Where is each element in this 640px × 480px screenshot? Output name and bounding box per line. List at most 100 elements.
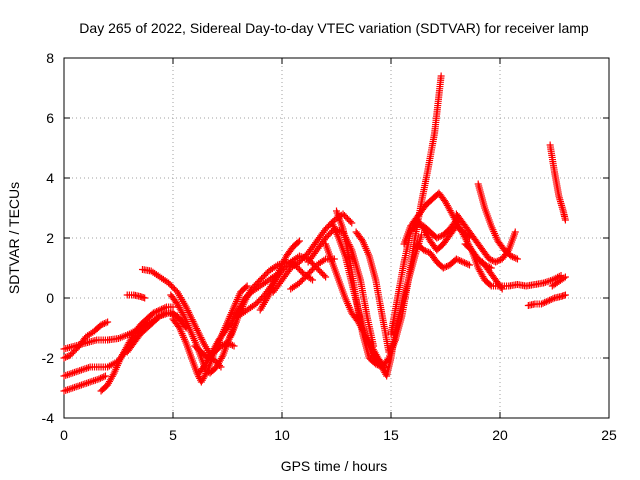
- data-point: [459, 258, 467, 266]
- data-point: [158, 311, 166, 319]
- data-point: [434, 233, 442, 241]
- data-point: [456, 257, 464, 264]
- data-point: [487, 256, 495, 264]
- x-tick-label: 0: [60, 427, 68, 443]
- data-point: [218, 353, 226, 361]
- data-point: [97, 321, 105, 329]
- data-point: [561, 273, 569, 281]
- data-point: [433, 234, 441, 242]
- x-tick-label: 5: [169, 427, 177, 443]
- data-series: [546, 141, 569, 224]
- data-series: [474, 180, 521, 263]
- x-tick-label: 15: [383, 427, 399, 443]
- data-point: [179, 310, 187, 318]
- data-point: [495, 257, 503, 264]
- data-point: [230, 342, 238, 350]
- data-point: [101, 372, 109, 380]
- data-series: [256, 237, 303, 314]
- y-tick-label: 0: [46, 290, 54, 306]
- data-marks: [60, 72, 569, 395]
- data-point: [149, 309, 157, 317]
- data-point: [464, 260, 472, 268]
- data-point: [485, 255, 493, 263]
- data-point: [465, 261, 473, 269]
- data-series: [269, 210, 356, 296]
- data-point: [322, 273, 330, 281]
- data-point: [153, 308, 161, 315]
- data-point: [544, 297, 552, 305]
- data-series: [60, 372, 109, 395]
- data-point: [539, 299, 547, 307]
- data-point: [418, 231, 426, 239]
- data-series: [138, 266, 225, 371]
- data-point: [141, 294, 149, 302]
- data-point: [546, 296, 554, 304]
- data-point: [161, 304, 169, 312]
- data-point: [159, 305, 167, 312]
- data-point: [512, 254, 520, 262]
- data-point: [561, 291, 569, 299]
- data-point: [510, 254, 518, 261]
- data-point: [227, 332, 235, 340]
- data-point: [98, 374, 106, 381]
- data-point: [547, 296, 555, 303]
- data-point: [486, 281, 494, 289]
- data-point: [243, 282, 251, 290]
- chart-title: Day 265 of 2022, Sidereal Day-to-day VTE…: [79, 20, 589, 36]
- data-point: [441, 263, 449, 271]
- data-series: [387, 216, 460, 338]
- data-point: [295, 237, 303, 245]
- data-series: [548, 273, 569, 290]
- data-point: [99, 320, 107, 328]
- data-point: [60, 354, 68, 362]
- data-point: [492, 258, 500, 266]
- data-point: [457, 257, 465, 265]
- data-point: [462, 260, 470, 267]
- data-point: [436, 233, 444, 240]
- data-point: [420, 246, 428, 254]
- data-point: [421, 247, 429, 255]
- data-point: [203, 368, 211, 376]
- data-point: [346, 218, 354, 225]
- data-point: [497, 284, 505, 291]
- y-axis-label: SDTVAR / TECUs: [6, 182, 22, 294]
- data-point: [537, 300, 545, 308]
- y-tick-label: -4: [42, 410, 55, 426]
- y-tick-label: 4: [46, 170, 54, 186]
- data-point: [100, 373, 108, 381]
- data-point: [560, 274, 568, 282]
- data-point: [158, 305, 166, 313]
- data-point: [161, 310, 169, 318]
- data-point: [294, 238, 302, 246]
- axis-ticks: 0 5 10 15 20 25 -4 -2 0 2 4 6 8: [42, 50, 617, 443]
- data-point: [561, 216, 569, 224]
- data-point: [437, 72, 445, 80]
- data-point: [242, 283, 250, 291]
- data-point: [507, 252, 515, 260]
- y-tick-label: -2: [42, 350, 55, 366]
- data-point: [100, 320, 108, 327]
- data-point: [63, 353, 71, 360]
- data-point: [151, 308, 159, 316]
- data-point: [159, 311, 167, 318]
- data-point: [498, 285, 506, 293]
- data-point: [309, 276, 317, 284]
- x-tick-label: 25: [601, 427, 617, 443]
- data-point: [549, 295, 557, 303]
- data-point: [509, 253, 517, 261]
- data-point: [62, 353, 70, 361]
- data-point: [102, 319, 110, 327]
- data-series: [413, 240, 473, 272]
- data-point: [95, 375, 103, 383]
- data-point: [488, 257, 496, 264]
- x-tick-label: 10: [274, 427, 290, 443]
- data-point: [320, 272, 328, 279]
- data-point: [541, 299, 549, 306]
- x-axis-label: GPS time / hours: [281, 458, 388, 474]
- data-series: [195, 270, 282, 377]
- data-series: [333, 207, 399, 371]
- data-point: [461, 259, 469, 267]
- data-point: [452, 255, 460, 263]
- data-series: [123, 291, 149, 302]
